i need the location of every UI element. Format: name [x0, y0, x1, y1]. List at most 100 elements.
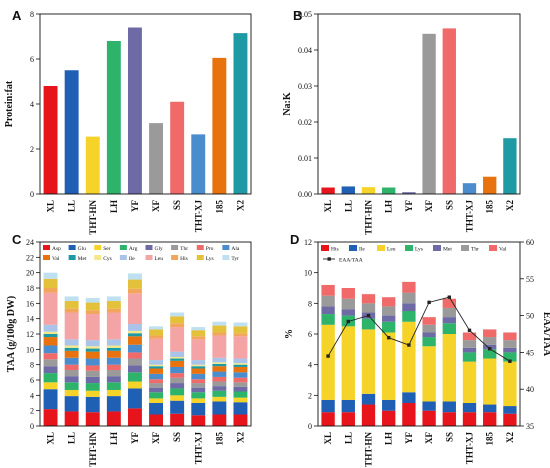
bar-c-lys-4 [127, 279, 142, 289]
ytick-label-c: 0 [30, 422, 34, 431]
bar-d-val-2 [361, 294, 376, 304]
bar-d-met-9 [503, 347, 517, 353]
bar-c-val-8 [212, 366, 227, 372]
ytick-label-c: 6 [30, 376, 34, 385]
legend-label-c: Asp [52, 246, 61, 252]
bar-b-9 [503, 138, 517, 194]
xtick-label-b: SS [444, 200, 454, 210]
bar-c-ala-1 [64, 357, 79, 365]
bar-c-val-0 [43, 337, 58, 346]
bar-c-val-7 [191, 368, 206, 374]
legend-swatch-c [145, 255, 153, 260]
bar-b-1 [341, 186, 355, 194]
ytick-label-d: 8 [308, 299, 312, 308]
line-d-eaa-taa [327, 296, 511, 362]
xtick-label-b: 185 [485, 200, 495, 214]
bar-c-asp-8 [212, 414, 227, 426]
legend-swatch-c [94, 255, 102, 260]
bar-c-cys-4 [127, 330, 142, 334]
bar-c-thr-9 [233, 382, 248, 387]
line-point-d [346, 319, 350, 324]
bar-c-met-0 [43, 334, 58, 338]
bar-c-pro-9 [233, 377, 248, 383]
bar-c-ser-0 [43, 382, 58, 390]
bar-c-met-9 [233, 364, 248, 367]
bar-c-ile-5 [149, 360, 164, 365]
legend-swatch-c [222, 245, 230, 250]
xtick-label-a: YF [130, 200, 140, 212]
bar-c-ser-1 [64, 389, 79, 397]
bar-c-asp-2 [85, 412, 100, 426]
legend-label-c: Tyr [231, 256, 239, 262]
bar-c-asp-1 [64, 411, 79, 426]
ytick-label-c: 24 [26, 238, 34, 247]
ytick-label-c: 2 [30, 407, 34, 416]
bar-c-glu-0 [43, 389, 58, 410]
bar-d-val-7 [462, 332, 477, 341]
bar-c-thr-4 [127, 358, 142, 366]
bar-c-his-3 [106, 308, 121, 313]
bar-c-ala-5 [149, 373, 164, 380]
ytick-label-b: 0.02 [298, 118, 312, 127]
bar-c-gly-6 [170, 383, 185, 389]
xtick-label-c: X2 [235, 432, 245, 443]
bar-c-pro-5 [149, 379, 164, 384]
xtick-label-c: YF [130, 432, 140, 444]
bar-d-ile-2 [361, 393, 376, 405]
bar-c-val-1 [64, 350, 79, 358]
bar-d-lys-2 [361, 318, 376, 330]
line-point-d [427, 300, 431, 305]
bar-c-thr-1 [64, 370, 79, 377]
bar-d-leu-3 [382, 332, 396, 400]
xtick-label-d: SS [444, 432, 454, 442]
legend-label-c: Lys [206, 256, 214, 262]
bar-d-val-5 [422, 317, 436, 325]
xtick-label-c: 185 [214, 432, 224, 446]
xtick-label-a: LL [67, 200, 77, 212]
bar-c-ala-2 [85, 358, 100, 366]
legend-label-c: Cys [103, 256, 112, 262]
bar-c-cys-8 [212, 362, 227, 364]
bar-c-glu-1 [64, 396, 79, 412]
bar-d-lys-6 [442, 323, 456, 334]
bar-c-lys-8 [212, 325, 227, 333]
bar-d-val-0 [321, 284, 335, 296]
bar-d-his-8 [483, 412, 497, 426]
bar-c-tyr-4 [127, 273, 142, 280]
xtick-label-a: THT-HN [88, 200, 98, 235]
bar-c-thr-2 [85, 370, 100, 377]
bar-a-7 [191, 134, 206, 194]
ytick-label-d: 12 [304, 238, 312, 247]
xtick-label-a: 185 [214, 200, 224, 214]
legend-swatch-c [43, 255, 50, 260]
bar-c-ala-7 [191, 373, 206, 380]
bar-c-asp-6 [170, 413, 185, 426]
plot-frame-d [317, 241, 521, 427]
bar-c-ala-3 [106, 357, 121, 365]
y2tick-label-d: 45 [526, 348, 534, 357]
xtick-label-c: LL [67, 432, 77, 444]
bar-d-ile-5 [422, 401, 436, 411]
bar-d-his-4 [402, 403, 416, 426]
bar-c-pro-4 [127, 352, 142, 359]
bar-c-ile-3 [106, 339, 121, 346]
bar-d-thr-9 [503, 340, 517, 348]
bar-c-arg-7 [191, 392, 206, 399]
xtick-label-c: XF [151, 432, 161, 444]
bar-c-ser-4 [127, 381, 142, 389]
xtick-label-a: LH [109, 200, 119, 213]
bar-c-his-2 [85, 310, 100, 315]
legend-label-c: Gly [155, 246, 164, 252]
bar-c-lys-5 [149, 329, 164, 336]
bar-d-his-5 [422, 410, 436, 426]
bar-c-ser-7 [191, 398, 206, 403]
bar-c-his-8 [212, 332, 227, 336]
bar-c-tyr-6 [170, 312, 185, 317]
bar-c-cys-0 [43, 331, 58, 334]
bar-c-leu-1 [64, 312, 79, 340]
bar-c-val-9 [233, 366, 248, 373]
xtick-label-d: 185 [485, 432, 495, 446]
bar-d-his-3 [382, 410, 396, 426]
xtick-label-d: LL [343, 432, 353, 444]
